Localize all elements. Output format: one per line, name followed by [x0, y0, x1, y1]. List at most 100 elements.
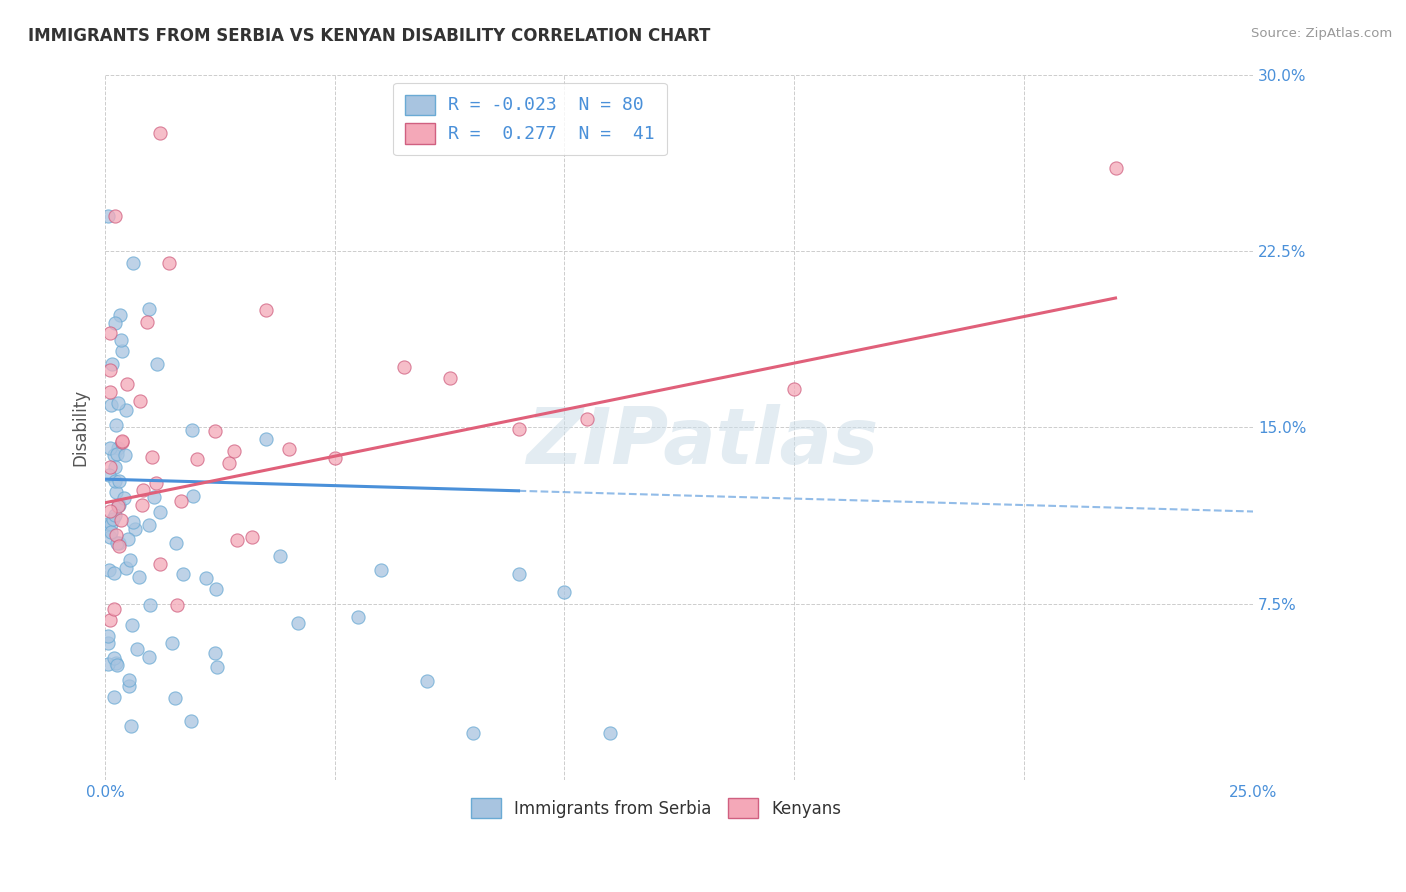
- Point: [97, 467, 120, 482]
- Point: [111, 344, 134, 359]
- Point: [226, 533, 249, 548]
- Point: [100, 516, 122, 531]
- Point: [105, 528, 128, 542]
- Point: [118, 679, 141, 693]
- Text: Source: ZipAtlas.com: Source: ZipAtlas.com: [1251, 27, 1392, 40]
- Point: [145, 357, 167, 371]
- Point: [122, 256, 145, 270]
- Point: [98, 326, 121, 340]
- Point: [323, 451, 346, 466]
- Point: [112, 491, 135, 505]
- Point: [108, 308, 131, 322]
- Point: [145, 475, 167, 490]
- Point: [103, 650, 125, 665]
- Point: [461, 726, 484, 740]
- Point: [104, 459, 127, 474]
- Point: [105, 536, 128, 550]
- Point: [105, 417, 128, 432]
- Point: [96, 209, 118, 223]
- Point: [508, 422, 530, 436]
- Point: [240, 530, 263, 544]
- Point: [172, 566, 194, 581]
- Point: [277, 442, 299, 456]
- Point: [108, 539, 131, 553]
- Y-axis label: Disability: Disability: [72, 389, 89, 466]
- Point: [139, 598, 162, 612]
- Point: [105, 657, 128, 672]
- Point: [121, 618, 143, 632]
- Point: [204, 424, 226, 438]
- Point: [96, 657, 118, 672]
- Point: [439, 371, 461, 385]
- Point: [149, 558, 172, 572]
- Point: [107, 498, 129, 512]
- Point: [104, 656, 127, 670]
- Point: [107, 474, 129, 488]
- Point: [415, 673, 437, 688]
- Point: [103, 512, 125, 526]
- Point: [98, 384, 121, 399]
- Point: [166, 598, 188, 612]
- Point: [124, 523, 146, 537]
- Point: [508, 567, 530, 582]
- Legend: Immigrants from Serbia, Kenyans: Immigrants from Serbia, Kenyans: [464, 791, 848, 825]
- Point: [132, 483, 155, 498]
- Point: [149, 126, 172, 140]
- Point: [111, 435, 134, 450]
- Point: [97, 629, 120, 643]
- Point: [117, 376, 139, 391]
- Point: [576, 412, 599, 426]
- Point: [128, 393, 150, 408]
- Text: IMMIGRANTS FROM SERBIA VS KENYAN DISABILITY CORRELATION CHART: IMMIGRANTS FROM SERBIA VS KENYAN DISABIL…: [28, 27, 710, 45]
- Point: [120, 719, 142, 733]
- Point: [165, 536, 187, 550]
- Point: [143, 491, 166, 505]
- Point: [107, 441, 129, 455]
- Point: [138, 650, 160, 665]
- Point: [104, 474, 127, 488]
- Point: [218, 456, 240, 470]
- Point: [104, 209, 127, 223]
- Point: [346, 610, 368, 624]
- Point: [125, 642, 148, 657]
- Point: [183, 489, 205, 503]
- Point: [96, 516, 118, 531]
- Point: [160, 636, 183, 650]
- Point: [287, 616, 309, 631]
- Point: [122, 515, 145, 529]
- Point: [118, 553, 141, 567]
- Point: [100, 398, 122, 412]
- Point: [98, 441, 121, 455]
- Point: [141, 450, 163, 464]
- Point: [1104, 161, 1126, 175]
- Point: [96, 636, 118, 650]
- Point: [205, 582, 228, 597]
- Point: [101, 357, 124, 371]
- Point: [149, 505, 172, 519]
- Point: [107, 500, 129, 514]
- Point: [107, 396, 129, 410]
- Point: [98, 613, 121, 627]
- Point: [180, 714, 202, 729]
- Point: [104, 316, 127, 330]
- Point: [103, 448, 125, 462]
- Point: [103, 690, 125, 704]
- Point: [254, 433, 277, 447]
- Point: [157, 256, 180, 270]
- Point: [392, 359, 415, 374]
- Point: [115, 560, 138, 574]
- Point: [98, 563, 121, 577]
- Point: [100, 524, 122, 539]
- Point: [117, 673, 139, 687]
- Point: [114, 402, 136, 417]
- Point: [98, 504, 121, 518]
- Point: [98, 363, 121, 377]
- Point: [105, 447, 128, 461]
- Text: ZIPatlas: ZIPatlas: [526, 403, 879, 480]
- Point: [222, 444, 245, 458]
- Point: [138, 517, 160, 532]
- Point: [110, 513, 132, 527]
- Point: [103, 566, 125, 581]
- Point: [783, 382, 806, 396]
- Point: [128, 570, 150, 584]
